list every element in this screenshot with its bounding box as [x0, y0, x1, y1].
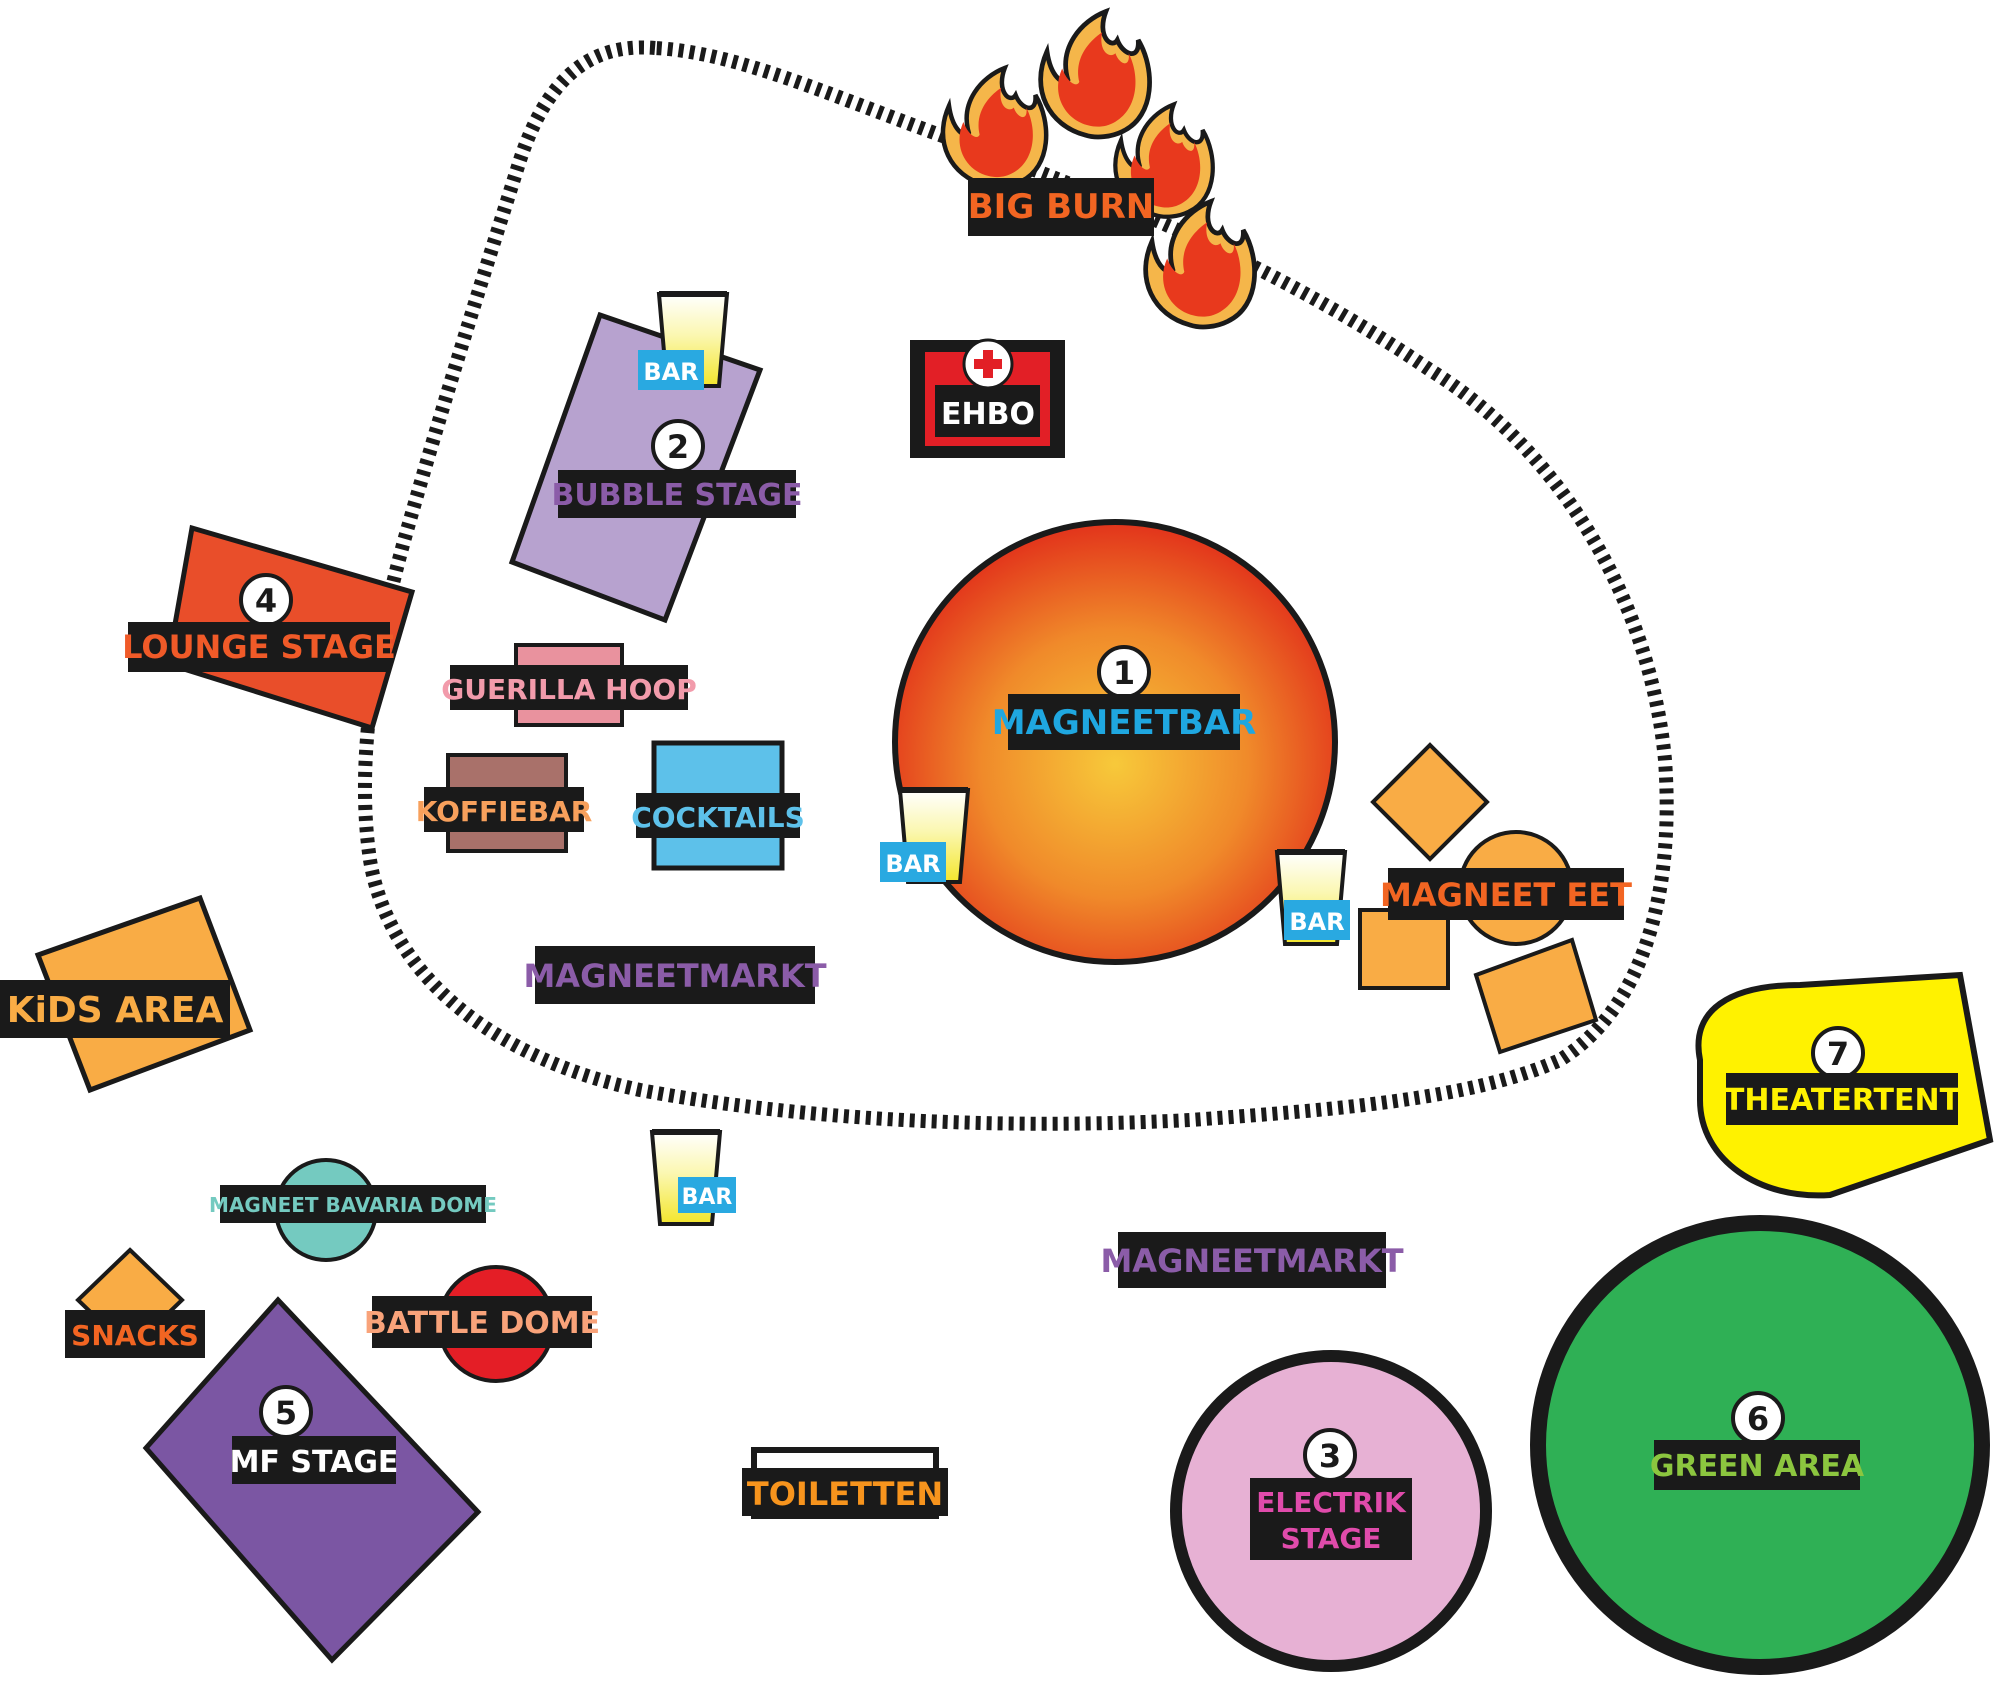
bubble-stage[interactable]: BAR 2 BUBBLE STAGE — [508, 294, 803, 624]
flame-icon — [1041, 11, 1150, 136]
magneet-eet[interactable]: MAGNEET EET — [1358, 742, 1632, 1055]
magneetbar[interactable]: 1 MAGNEETBAR — [892, 519, 1338, 965]
stage-number: 7 — [1827, 1035, 1849, 1073]
bar-center-west[interactable]: BAR — [652, 1132, 736, 1224]
big-burn-flames — [943, 11, 1255, 326]
magneetmarkt-south[interactable]: MAGNEETMARKT — [1100, 1232, 1404, 1288]
magneet-bavaria-dome[interactable]: MAGNEET BAVARIA DOME — [209, 1158, 497, 1262]
green-area-text: GREEN AREA — [1650, 1449, 1865, 1484]
toiletten-text: TOILETTEN — [747, 1475, 943, 1513]
battle-dome-text: BATTLE DOME — [364, 1306, 600, 1341]
bar-label: BAR — [643, 358, 698, 386]
guerilla-hoop[interactable]: GUERILLA HOOP — [441, 643, 697, 727]
bar-magneetbar-left[interactable]: BAR — [880, 790, 968, 882]
snacks[interactable]: SNACKS — [65, 1247, 205, 1358]
magneetmarkt-north[interactable]: MAGNEETMARKT — [523, 946, 827, 1004]
bar-label: BAR — [1289, 908, 1344, 936]
koffiebar[interactable]: KOFFIEBAR — [416, 753, 593, 853]
kids-area-text: KiDS AREA — [7, 990, 224, 1031]
theatertent-text: THEATERTENT — [1724, 1083, 1961, 1118]
toiletten[interactable]: TOILETTEN — [742, 1447, 948, 1519]
stage-number: 3 — [1319, 1437, 1341, 1475]
theatertent[interactable]: 7 THEATERTENT — [1695, 971, 1994, 1199]
mf-stage-text: MF STAGE — [230, 1445, 399, 1480]
lounge-stage-text: LOUNGE STAGE — [122, 628, 396, 666]
big-burn-label[interactable]: BIG BURN — [968, 178, 1154, 236]
magneetbar-text: MAGNEETBAR — [992, 703, 1257, 743]
stage-number: 5 — [275, 1394, 297, 1432]
lounge-stage[interactable]: 4 LOUNGE STAGE — [122, 524, 416, 732]
electrik-stage-text-line2: STAGE — [1281, 1522, 1382, 1555]
bar-magneet-eet[interactable]: BAR — [1277, 852, 1350, 944]
ehbo-first-aid[interactable]: EHBO — [910, 338, 1065, 458]
ehbo-text: EHBO — [941, 397, 1035, 432]
stage-number: 2 — [667, 428, 689, 466]
snacks-text: SNACKS — [71, 1319, 199, 1352]
magneet-eet-text: MAGNEET EET — [1380, 876, 1632, 914]
battle-dome[interactable]: BATTLE DOME — [364, 1265, 600, 1383]
electrik-stage-text-line1: ELECTRIK — [1256, 1486, 1407, 1519]
flame-icon — [1146, 202, 1255, 327]
koffiebar-text: KOFFIEBAR — [416, 795, 593, 828]
bar-label: BAR — [885, 850, 940, 878]
bar-label: BAR — [682, 1185, 733, 1210]
green-area[interactable]: 6 GREEN AREA — [1530, 1215, 1990, 1675]
magneetmarkt-text: MAGNEETMARKT — [1100, 1242, 1403, 1280]
cocktails[interactable]: COCKTAILS — [631, 740, 805, 871]
big-burn-text: BIG BURN — [968, 187, 1154, 227]
cocktails-text: COCKTAILS — [631, 801, 805, 834]
electrik-stage[interactable]: 3 ELECTRIK STAGE — [1170, 1350, 1492, 1672]
magneetmarkt-text: MAGNEETMARKT — [523, 957, 826, 995]
stage-number: 4 — [255, 582, 277, 620]
guerilla-hoop-text: GUERILLA HOOP — [441, 673, 697, 706]
mf-stage[interactable]: 5 MF STAGE — [142, 1296, 482, 1664]
kids-area[interactable]: KiDS AREA — [0, 894, 254, 1094]
stage-number: 1 — [1113, 654, 1135, 692]
stage-number: 6 — [1747, 1400, 1769, 1438]
bavaria-dome-text: MAGNEET BAVARIA DOME — [209, 1193, 497, 1217]
flame-icon — [943, 68, 1046, 187]
bubble-stage-text: BUBBLE STAGE — [551, 478, 802, 513]
festival-boundary — [357, 40, 1674, 1131]
